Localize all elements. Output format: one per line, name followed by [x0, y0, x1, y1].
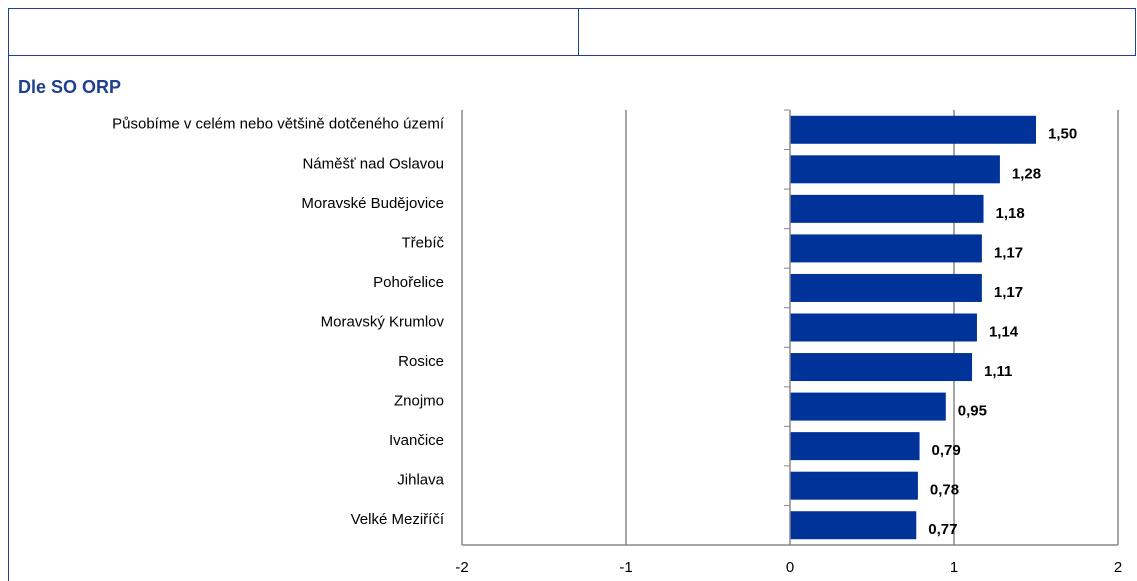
category-label: Pohořelice: [373, 274, 444, 291]
x-tick-label: -2: [455, 559, 468, 576]
value-label: 0,95: [958, 403, 987, 420]
x-tick-label: 1: [950, 559, 958, 576]
value-label: 1,11: [984, 363, 1012, 380]
x-tick-label: 0: [786, 559, 794, 576]
value-label: 0,77: [928, 521, 957, 538]
category-label: Jihlava: [397, 472, 444, 489]
category-label: Třebíč: [401, 234, 444, 251]
bar: [790, 313, 977, 342]
value-label: 1,17: [994, 244, 1023, 261]
bar: [790, 234, 982, 263]
category-label: Velké Meziříčí: [351, 511, 445, 528]
bar: [790, 511, 917, 540]
header-bar: [8, 8, 1136, 56]
category-label: Ivančice: [389, 432, 444, 449]
bar: [790, 194, 984, 223]
value-label: 1,28: [1012, 165, 1041, 182]
bar: [790, 392, 946, 421]
bar: [790, 115, 1036, 144]
category-label: Moravský Krumlov: [321, 313, 445, 330]
chart-title: Dle SO ORP: [18, 77, 121, 97]
value-label: 1,18: [996, 205, 1025, 222]
category-label: Rosice: [398, 353, 444, 370]
bar: [790, 273, 982, 302]
bar: [790, 155, 1000, 184]
value-label: 0,78: [930, 482, 959, 499]
value-label: 1,50: [1048, 126, 1077, 143]
value-label: 0,79: [932, 442, 961, 459]
category-label: Náměšť nad Oslavou: [302, 155, 444, 172]
bar: [790, 432, 920, 461]
value-label: 1,14: [989, 323, 1019, 340]
category-label: Moravské Budějovice: [301, 195, 444, 212]
x-tick-label: 2: [1114, 559, 1122, 576]
bar: [790, 353, 973, 382]
value-label: 1,17: [994, 284, 1023, 301]
bar: [790, 471, 918, 500]
category-label: Znojmo: [394, 393, 444, 410]
x-tick-label: -1: [619, 559, 632, 576]
category-label: Působíme v celém nebo většině dotčeného …: [112, 116, 445, 133]
